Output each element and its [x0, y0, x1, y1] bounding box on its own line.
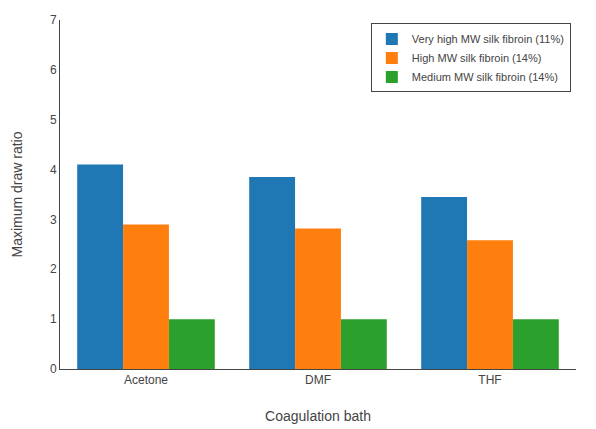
svg-text:7: 7	[50, 13, 57, 27]
svg-text:THF: THF	[478, 373, 501, 387]
svg-text:6: 6	[50, 63, 57, 77]
svg-text:DMF: DMF	[305, 373, 331, 387]
svg-text:5: 5	[50, 113, 57, 127]
svg-text:Medium MW silk fibroin (14%): Medium MW silk fibroin (14%)	[412, 71, 558, 83]
svg-text:Maximum draw ratio: Maximum draw ratio	[9, 131, 25, 257]
svg-text:Very high MW silk fibroin (11%: Very high MW silk fibroin (11%)	[412, 33, 564, 45]
svg-text:1: 1	[50, 312, 57, 326]
svg-text:Acetone: Acetone	[124, 373, 168, 387]
svg-text:High MW silk fibroin (14%): High MW silk fibroin (14%)	[412, 52, 542, 64]
svg-text:Coagulation bath: Coagulation bath	[265, 408, 371, 424]
svg-text:0: 0	[50, 362, 57, 376]
svg-text:4: 4	[50, 163, 57, 177]
svg-text:2: 2	[50, 262, 57, 276]
svg-text:3: 3	[50, 213, 57, 227]
